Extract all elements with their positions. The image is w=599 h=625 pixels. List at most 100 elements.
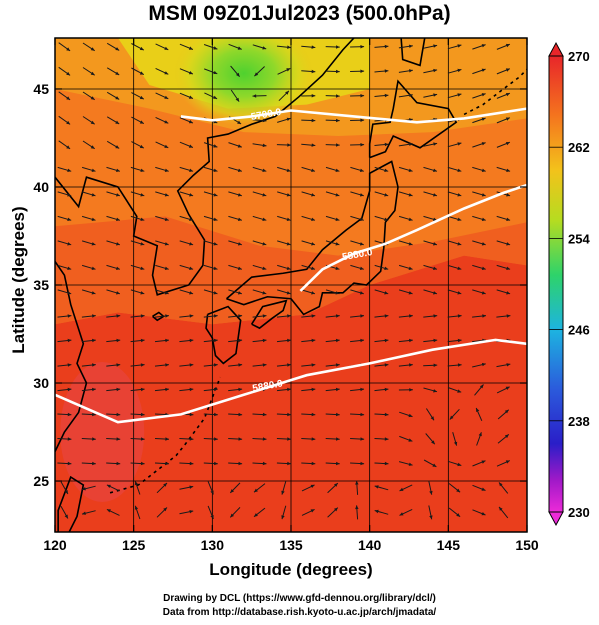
wind-arrowhead [409,44,413,48]
wind-arrowhead [360,412,365,417]
wind-arrowhead [311,266,315,270]
wind-arrowhead [82,487,86,491]
wind-arrowhead [336,412,340,417]
wind-arrowhead [429,515,433,520]
wind-arrowhead [359,168,364,172]
wind-arrowhead [134,505,139,510]
wind-arrowhead [481,44,486,48]
wind-arrowhead [311,217,315,221]
cold-core-area [173,38,314,126]
wind-streamlines [57,42,511,520]
wind-arrowhead [189,387,194,392]
wind-arrowhead [384,193,389,197]
wind-arrowhead [433,242,437,246]
wind-arrowhead [311,118,316,123]
wind-arrowhead [92,437,96,441]
wind-arrowhead [359,291,364,295]
wind-arrowhead [504,434,509,439]
wind-arrowhead [506,363,511,367]
wind-arrowhead [433,193,437,197]
wind-arrowhead [67,266,72,270]
wind-arrowhead [164,95,169,99]
x-tick-label: 130 [201,537,225,553]
wind-arrowhead [360,314,364,318]
wind-arrowhead [286,266,291,270]
wind-arrowhead [213,144,218,148]
wind-arrowhead [140,461,145,466]
wind-arrowhead [213,217,218,221]
wind-arrowhead [163,507,167,512]
wind-arrowhead [360,94,365,98]
wind-arrowhead [189,510,194,514]
wind-arrowhead [457,363,462,367]
wind-arrowhead [262,193,267,197]
kyushu-coast [205,305,242,365]
wind-arrowhead [336,461,340,466]
wind-arrowhead [409,69,413,73]
wind-arrowhead [139,95,144,100]
wind-arrowhead [189,217,194,221]
wind-arrowhead [311,291,315,295]
sakhalin-coast [400,38,426,67]
y-tick-label: 45 [33,81,49,97]
wind-arrowhead [140,363,145,367]
wind-arrowhead [164,266,169,270]
wind-arrowhead [481,291,486,295]
contour-label: 5880.0 [252,378,284,394]
wind-arrowhead [286,217,291,221]
wind-arrowhead [254,72,259,77]
wind-arrowhead [91,168,96,172]
wind-arrowhead [384,93,389,98]
wind-arrowhead [384,217,389,221]
wind-arrowhead [360,69,365,73]
wind-arrowhead [384,412,389,417]
y-tick-label: 30 [33,375,49,391]
wind-arrowhead [360,338,364,343]
colorbar-tick-label: 230 [568,505,590,520]
wind-arrowhead [335,291,340,295]
wind-arrowhead [238,412,243,417]
colorbar-tick-label: 246 [568,323,590,338]
height-contours: 5880.0 5880.0 5700.0 [55,107,527,424]
wind-arrowhead [213,266,218,270]
wind-arrowhead [408,266,413,270]
wind-arrowhead [384,44,389,49]
wind-arrowhead [433,266,437,270]
wind-arrowhead [334,483,338,487]
wind-arrowhead [457,68,462,73]
wind-arrowhead [433,389,437,393]
wind-arrowhead [67,291,72,295]
wind-arrowhead [67,168,72,172]
wind-arrowhead [481,460,486,464]
wind-arrowhead [481,487,486,491]
wind-arrowhead [506,242,511,246]
wind-arrowhead [134,481,139,486]
wind-arrowhead [262,338,267,343]
wind-arrowhead [91,242,96,246]
wind-arrowhead [91,266,96,270]
wind-arrowhead [286,291,291,295]
wind-arrowhead [116,412,121,417]
wind-arrowhead [165,363,169,367]
wind-arrowhead [335,217,340,221]
contour-label: 5880.0 [341,247,373,263]
wind-arrowhead [262,168,267,172]
y-tick-label: 25 [33,473,49,489]
wind-arrowhead [457,389,462,393]
wind-arrowhead [90,145,95,149]
wind-arrowhead [433,338,438,343]
wind-arrowhead [116,217,120,221]
wind-arrowhead [214,412,218,417]
wind-arrowhead [262,291,267,295]
wind-arrowhead [505,68,510,72]
wind-arrowhead [457,142,462,146]
wind-arrowhead [433,68,438,73]
wind-arrowhead [92,387,96,392]
wind-arrowhead [408,413,413,418]
wind-arrowhead [116,266,120,270]
wind-arrowhead [189,461,194,466]
wind-arrowhead [429,490,433,495]
wind-arrowhead [336,94,340,98]
wind-arrowhead [281,490,285,495]
wind-arrowhead [139,46,144,51]
